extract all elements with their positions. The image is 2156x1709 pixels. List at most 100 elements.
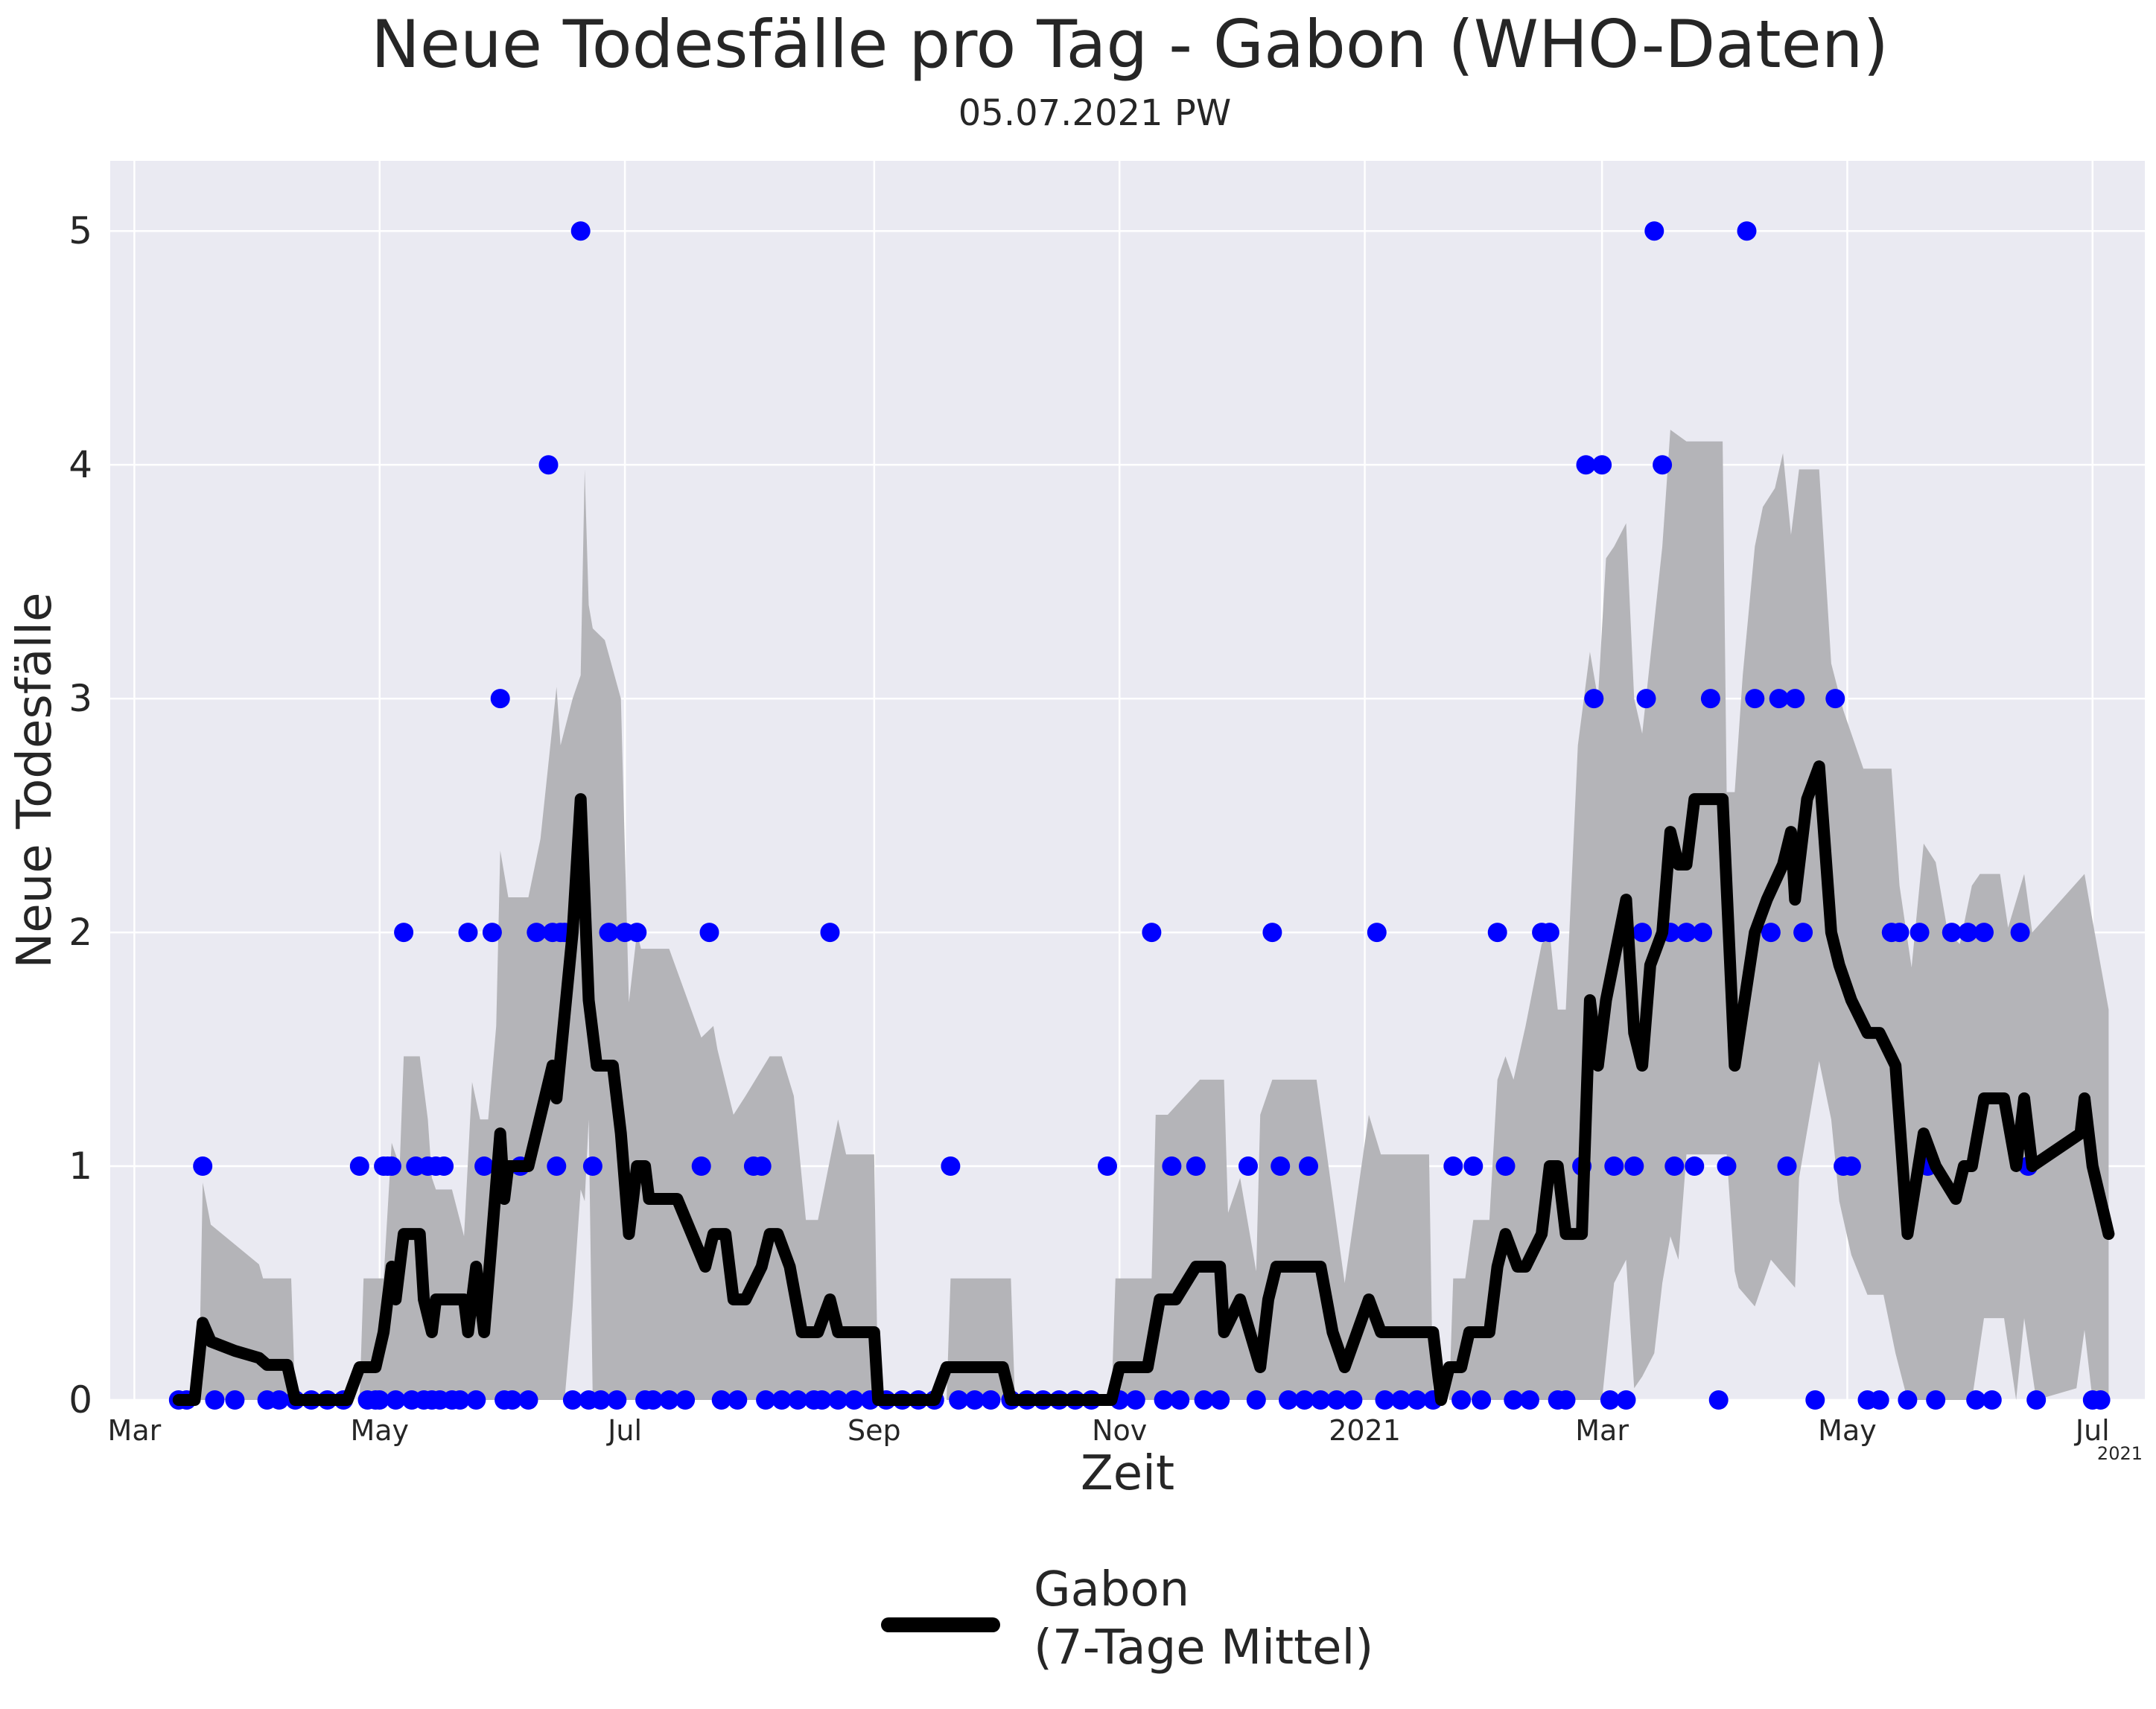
daily-deaths-point (1279, 1390, 1298, 1410)
daily-deaths-point (1898, 1390, 1918, 1410)
daily-deaths-point (812, 1390, 832, 1410)
daily-deaths-point (1194, 1390, 1214, 1410)
daily-deaths-point (1926, 1390, 1946, 1410)
daily-deaths-point (458, 923, 478, 943)
y-axis-ticks: 0 1 2 3 4 5 (69, 209, 92, 1422)
daily-deaths-point (482, 923, 502, 943)
daily-deaths-point (1375, 1390, 1395, 1410)
y-axis-label: Neue Todesfälle (7, 593, 63, 969)
x-axis-ticks: Mar May Jul Sep Nov 2021 Mar May Jul (108, 1414, 2110, 1447)
chart-title: Neue Todesfälle pro Tag - Gabon (WHO-Dat… (371, 6, 1889, 83)
daily-deaths-point (1142, 923, 1162, 943)
daily-deaths-point (1162, 1156, 1182, 1176)
daily-deaths-point (844, 1390, 864, 1410)
daily-deaths-point (1644, 221, 1664, 241)
daily-deaths-point (751, 1156, 772, 1176)
daily-deaths-point (1737, 221, 1757, 241)
daily-deaths-point (527, 923, 547, 943)
seven-day-mean-path (172, 760, 2115, 1406)
daily-deaths-point (1592, 455, 1612, 475)
daily-deaths-point (538, 455, 559, 475)
daily-deaths-point (1942, 923, 1962, 943)
x-tick-label: May (350, 1414, 409, 1447)
daily-deaths-point (711, 1390, 731, 1410)
daily-deaths-point (225, 1390, 245, 1410)
daily-deaths-point (1761, 923, 1781, 943)
daily-deaths-point (1495, 1156, 1516, 1176)
daily-deaths-point (466, 1390, 486, 1410)
daily-deaths-point (562, 1390, 582, 1410)
daily-deaths-point (1451, 1390, 1472, 1410)
x-tick-label: Mar (1575, 1414, 1629, 1447)
daily-deaths-point (1391, 1390, 1411, 1410)
daily-deaths-point (1825, 689, 1845, 709)
daily-deaths-point (547, 1156, 567, 1176)
daily-deaths-point (1487, 923, 1507, 943)
seven-day-mean-line (172, 760, 2115, 1406)
daily-deaths-point (1504, 1390, 1524, 1410)
daily-deaths-point (450, 1390, 470, 1410)
daily-deaths-point (1600, 1390, 1620, 1410)
daily-deaths-point (1793, 923, 1813, 943)
daily-deaths-point (1982, 1390, 2002, 1410)
y-tick-label: 1 (69, 1145, 92, 1188)
daily-deaths-point (728, 1390, 748, 1410)
daily-deaths-point (193, 1156, 213, 1176)
daily-deaths-point (1238, 1156, 1258, 1176)
daily-deaths-point (2090, 1390, 2111, 1410)
daily-deaths-point (941, 1156, 961, 1176)
min-max-band-area (178, 430, 2109, 1400)
x-tick-label: 2021 (1329, 1414, 1401, 1447)
daily-deaths-point (1154, 1390, 1174, 1410)
daily-deaths-point (788, 1390, 808, 1410)
daily-deaths-point (964, 1390, 985, 1410)
daily-deaths-point (490, 689, 510, 709)
daily-deaths-point (772, 1390, 792, 1410)
legend-label-line-1: Gabon (1034, 1562, 1189, 1617)
daily-deaths-point (1966, 1390, 1986, 1410)
x-axis-label: Zeit (1081, 1446, 1174, 1501)
daily-deaths-point (1974, 923, 1994, 943)
daily-deaths-point (1271, 1156, 1291, 1176)
daily-deaths-point (1326, 1390, 1346, 1410)
daily-deaths-point (1841, 1156, 1861, 1176)
daily-deaths-point (1604, 1156, 1624, 1176)
daily-deaths-point (570, 221, 591, 241)
daily-deaths-point (369, 1390, 389, 1410)
daily-deaths-point (1636, 689, 1656, 709)
y-tick-label: 0 (69, 1378, 92, 1422)
daily-deaths-point (1262, 923, 1282, 943)
daily-deaths-point (949, 1390, 969, 1410)
daily-deaths-point (1889, 923, 1909, 943)
daily-deaths-point (1246, 1390, 1266, 1410)
daily-deaths-point (381, 1156, 401, 1176)
daily-deaths-point (1785, 689, 1805, 709)
daily-deaths-point (1805, 1390, 1825, 1410)
daily-deaths-point (1584, 689, 1604, 709)
daily-deaths-point (1693, 923, 1713, 943)
legend-label-line-2: (7-Tage Mittel) (1034, 1620, 1373, 1675)
daily-deaths-point (1616, 1390, 1636, 1410)
daily-deaths-point (474, 1156, 495, 1176)
daily-deaths-point (1664, 1156, 1685, 1176)
x-tick-label: Mar (108, 1414, 162, 1447)
daily-deaths-point (1367, 923, 1387, 943)
daily-deaths-point (1407, 1390, 1427, 1410)
daily-deaths-point (643, 1390, 663, 1410)
daily-deaths-point (1170, 1390, 1190, 1410)
daily-deaths-point (1343, 1390, 1363, 1410)
daily-deaths-point (820, 923, 840, 943)
daily-deaths-point (582, 1156, 602, 1176)
min-max-band (178, 430, 2109, 1400)
x-tick-label: Sep (848, 1414, 901, 1447)
daily-deaths-point (828, 1390, 848, 1410)
daily-deaths-point (659, 1390, 679, 1410)
daily-deaths-point (2010, 923, 2030, 943)
daily-deaths-point (1869, 1390, 1889, 1410)
legend: Gabon (7-Tage Mittel) (881, 1562, 1373, 1675)
daily-deaths-point (1294, 1390, 1314, 1410)
x-axis-offset-label: 2021 (2097, 1443, 2143, 1464)
y-tick-label: 4 (69, 443, 92, 486)
daily-deaths-point (756, 1390, 776, 1410)
